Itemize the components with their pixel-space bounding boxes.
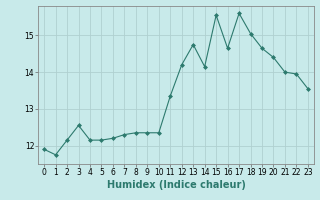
X-axis label: Humidex (Indice chaleur): Humidex (Indice chaleur) bbox=[107, 180, 245, 190]
